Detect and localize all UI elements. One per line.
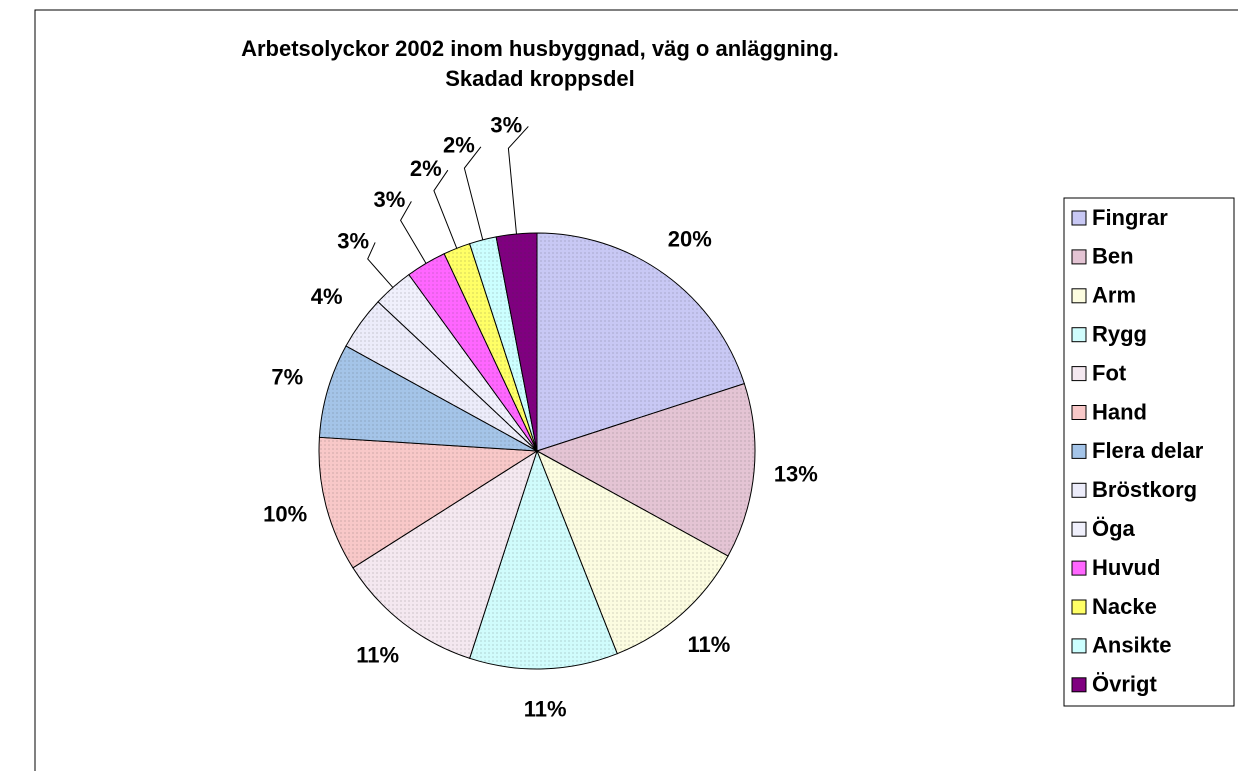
chart-title: Skadad kroppsdel — [445, 66, 635, 91]
leader-line — [463, 146, 484, 240]
data-label: 2% — [410, 156, 442, 181]
leader-line — [399, 201, 427, 264]
legend-label: Arm — [1092, 283, 1136, 308]
slice-texture — [319, 437, 537, 568]
legend-swatch — [1071, 599, 1087, 615]
slice-texture — [444, 243, 537, 451]
legend-label: Huvud — [1092, 555, 1160, 580]
legend-box — [1063, 197, 1235, 707]
data-label: 11% — [688, 632, 731, 657]
legend-label: Ansikte — [1092, 633, 1171, 658]
slice-texture — [537, 233, 745, 451]
data-label: 20% — [668, 226, 712, 251]
legend-swatch — [1071, 677, 1087, 693]
legend-swatch — [1071, 521, 1087, 537]
data-label: 4% — [311, 284, 343, 309]
data-label: 3% — [490, 112, 522, 137]
legend-swatch — [1071, 638, 1087, 654]
legend-label: Öga — [1092, 516, 1136, 541]
data-label: 11% — [524, 697, 567, 722]
data-label: 10% — [263, 501, 307, 526]
slice-texture — [496, 233, 537, 451]
data-label: 2% — [443, 133, 475, 158]
legend-swatch — [1071, 443, 1087, 459]
chart-title: Arbetsolyckor 2002 inom husbyggnad, väg … — [241, 36, 839, 61]
legend-swatch — [1071, 366, 1087, 382]
slice-texture — [319, 345, 537, 451]
legend-swatch — [1071, 560, 1087, 576]
leader-line — [433, 169, 458, 249]
data-label: 3% — [373, 187, 405, 212]
legend-label: Flera delar — [1092, 438, 1204, 463]
slice-texture — [537, 383, 755, 557]
legend-label: Hand — [1092, 399, 1147, 424]
legend-swatch — [1071, 288, 1087, 304]
legend-label: Fot — [1092, 360, 1127, 385]
legend-swatch — [1071, 249, 1087, 265]
slice-texture — [537, 451, 729, 654]
legend-label: Nacke — [1092, 594, 1157, 619]
data-label: 13% — [774, 461, 818, 486]
legend-swatch — [1071, 405, 1087, 420]
legend-swatch — [1071, 327, 1087, 343]
legend-label: Fingrar — [1092, 205, 1168, 230]
data-label: 11% — [356, 642, 399, 667]
leader-line — [367, 242, 394, 288]
legend-label: Ben — [1092, 244, 1134, 269]
data-label: 7% — [271, 364, 303, 389]
slice-texture — [469, 236, 537, 451]
slice-texture — [378, 274, 537, 451]
legend-swatch — [1071, 210, 1087, 226]
slice-texture — [345, 301, 537, 451]
slice-texture — [352, 451, 537, 659]
slice-texture — [469, 451, 618, 670]
legend-label: Rygg — [1092, 322, 1147, 347]
legend-label: Övrigt — [1092, 672, 1157, 697]
legend-label: Bröstkorg — [1092, 477, 1197, 502]
slice-texture — [408, 253, 537, 451]
leader-line — [507, 126, 529, 235]
legend-swatch — [1071, 482, 1087, 498]
data-label: 3% — [337, 228, 369, 253]
